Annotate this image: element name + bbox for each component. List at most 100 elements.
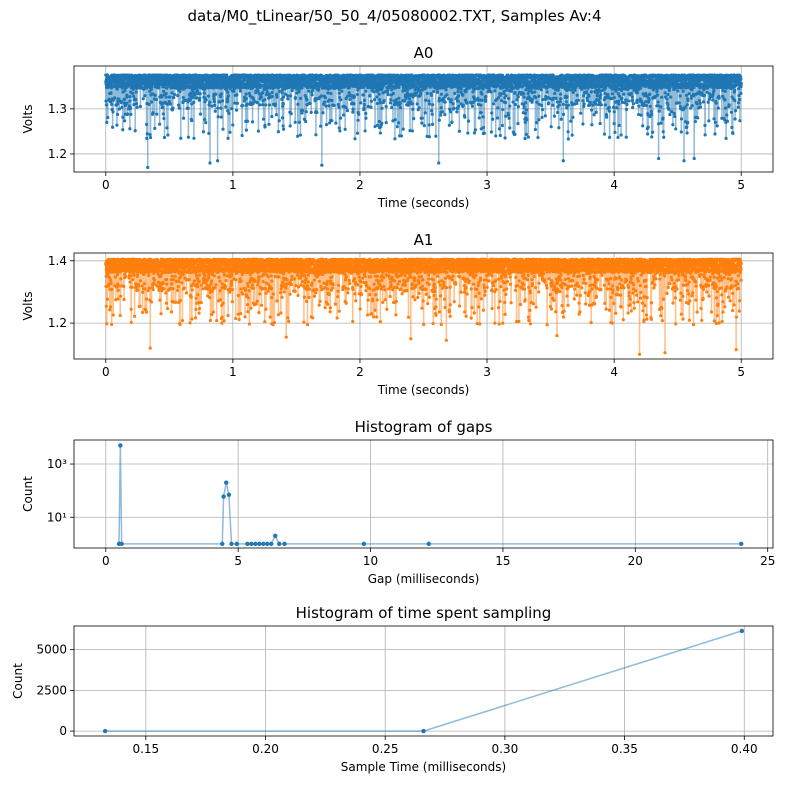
data-point [605,115,609,119]
data-point [508,126,512,130]
data-point [319,124,323,128]
data-point [186,106,190,110]
data-point [427,99,431,103]
data-point [555,100,560,104]
data-point [240,133,244,138]
data-point [450,120,454,124]
data-point [195,96,199,100]
data-point [369,105,373,109]
data-point [280,91,284,95]
data-point [491,117,495,121]
data-point [337,91,341,95]
data-point [352,95,357,99]
data-point [516,122,520,126]
data-point [482,131,486,135]
data-point [207,131,211,136]
data-point [315,110,319,115]
data-point [145,136,149,140]
data-point [507,96,511,100]
data-point [471,90,475,94]
data-point [389,98,393,102]
data-point [398,106,402,110]
data-point [242,99,247,103]
data-point [281,102,285,106]
data-point [344,105,348,110]
data-point [393,137,397,141]
data-point [412,117,416,121]
data-point [581,99,585,103]
data-point [526,135,530,139]
data-point [128,127,132,131]
data-point [364,116,368,120]
data-point [219,95,223,99]
data-point [552,114,557,118]
data-point [161,101,165,105]
data-point [461,93,465,97]
data-point [176,103,181,107]
data-point [465,101,469,105]
data-point [524,132,528,137]
data-point [589,90,593,94]
data-point [378,100,382,105]
data-point [132,94,136,99]
data-point [391,91,396,96]
data-point [480,92,484,96]
data-point [264,103,268,107]
data-point [490,111,494,115]
data-point [537,118,541,122]
data-point [281,95,286,99]
data-point [133,129,137,133]
data-point [319,94,323,98]
data-point [380,106,384,110]
data-point [203,117,207,122]
data-point [470,104,474,108]
data-point [446,97,450,101]
data-point [165,86,169,90]
data-point [128,99,132,103]
data-point [161,112,165,116]
data-point [530,100,534,104]
data-point [300,111,304,115]
data-point [258,103,262,107]
data-point [598,96,602,100]
data-point [507,116,511,120]
data-point [216,106,220,110]
data-point [143,73,147,77]
data-point [495,116,500,120]
data-point [313,99,317,103]
data-point [334,121,338,125]
data-point [281,124,285,128]
data-point [377,92,381,96]
data-point [582,102,586,106]
data-point [571,115,575,120]
data-point [430,109,434,113]
data-point [327,98,331,102]
data-point [149,85,154,89]
data-point [121,128,125,132]
data-point [221,127,225,131]
data-point [256,89,260,93]
data-point [386,93,390,97]
data-point [119,100,123,104]
data-point [456,89,460,94]
data-point [593,102,598,106]
data-point [304,119,308,124]
data-point [153,93,157,97]
data-point [192,136,196,140]
data-point [359,101,363,105]
data-point [540,108,545,112]
data-point [612,122,616,126]
data-point [561,112,566,116]
data-point [384,121,388,125]
data-point [427,123,431,127]
data-point [496,106,500,110]
data-point [459,87,463,91]
data-point [345,94,350,98]
data-point [437,118,441,122]
data-point [540,115,544,120]
data-point [395,125,399,129]
data-point [598,121,602,126]
data-point [559,117,563,121]
data-point [430,112,434,116]
data-point [382,99,386,103]
